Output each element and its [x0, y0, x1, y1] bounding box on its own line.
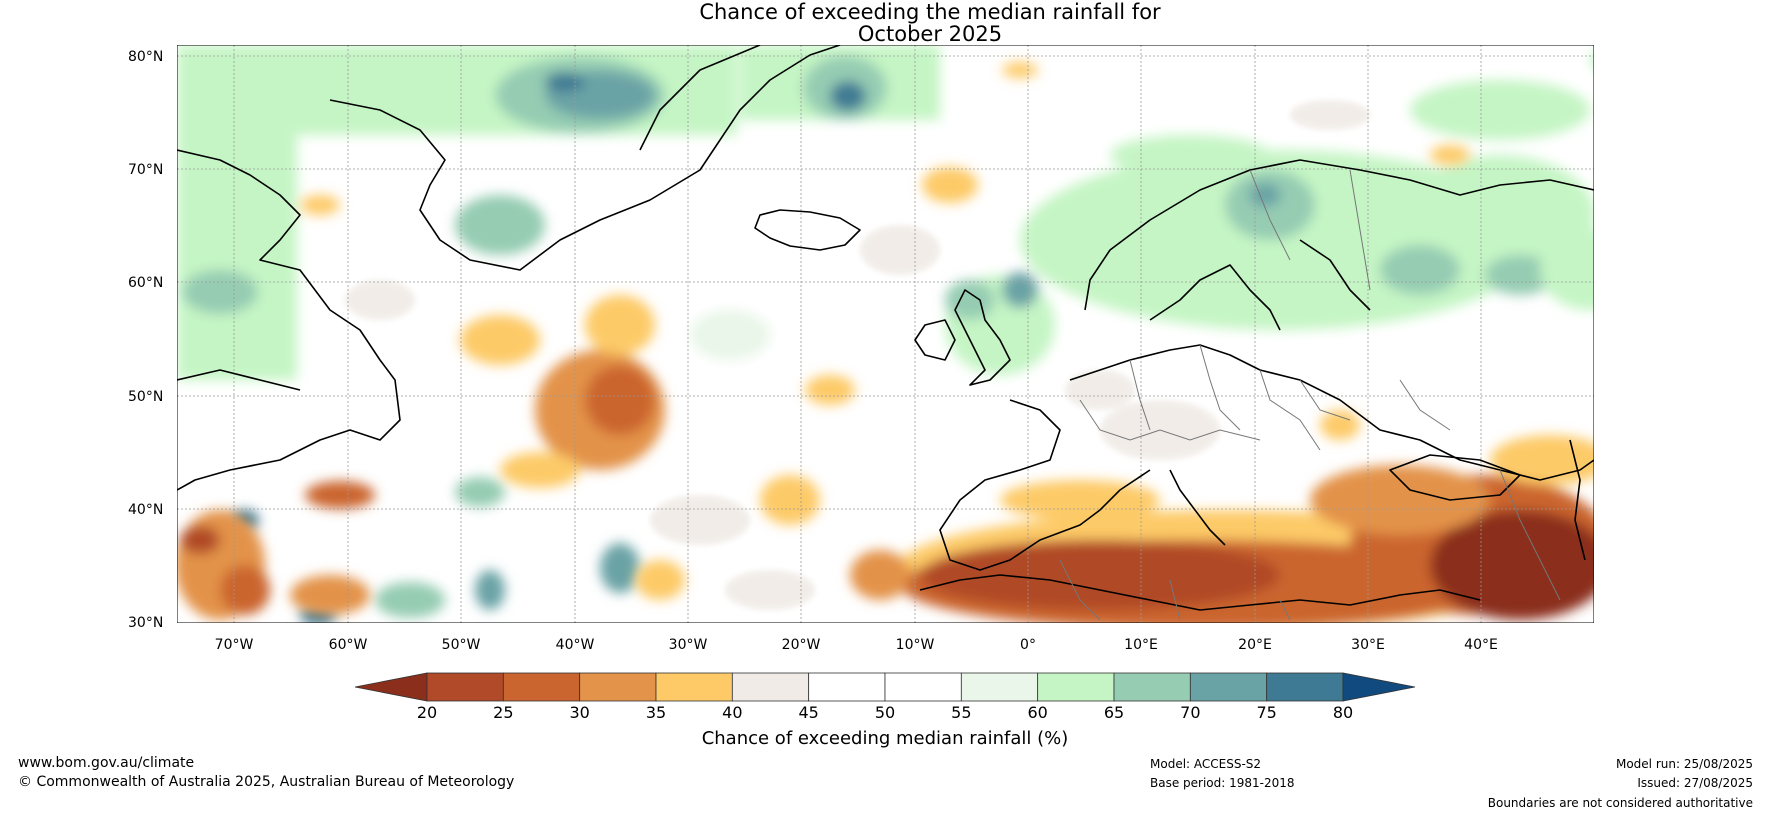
- lon-label-50w: 50°W: [442, 637, 481, 653]
- footer-model-run: Model run: 25/08/2025: [1615, 757, 1753, 771]
- lon-label-40e: 40°E: [1464, 637, 1498, 653]
- lon-label-20w: 20°W: [782, 637, 821, 653]
- colorbar-bin: [1189, 672, 1268, 702]
- lon-label-20e: 20°E: [1238, 637, 1272, 653]
- colorbar-title: Chance of exceeding median rainfall (%): [701, 728, 1069, 749]
- colorbar-tick-labels: 20 25 30 35 40 45 50 55 60 65 70 75 80: [417, 703, 1353, 722]
- colorbar-tick-label: 50: [875, 703, 895, 722]
- coastlines: [177, 45, 1594, 611]
- lon-label-70w: 70°W: [215, 637, 254, 653]
- lat-label-70n: 70°N: [128, 162, 163, 178]
- footer-url: www.bom.gov.au/climate: [18, 755, 195, 771]
- lat-label-30n: 30°N: [128, 615, 163, 631]
- colorbar-tick-label: 65: [1104, 703, 1124, 722]
- colorbar-extend-high: [1342, 672, 1416, 702]
- colorbar-tick-label: 40: [722, 703, 742, 722]
- lon-label-40w: 40°W: [556, 637, 595, 653]
- map-title-line1: Chance of exceeding the median rainfall …: [699, 0, 1161, 24]
- footer-issued: Issued: 27/08/2025: [1637, 776, 1753, 790]
- colorbar-bin: [884, 672, 962, 702]
- lon-label-10e: 10°E: [1124, 637, 1158, 653]
- colorbar-bin: [731, 672, 810, 702]
- map-plot-area: [177, 45, 1594, 623]
- colorbar-tick-label: 35: [646, 703, 666, 722]
- lon-label-10w: 10°W: [896, 637, 935, 653]
- colorbar-bin: [426, 672, 504, 702]
- colorbar: [354, 672, 1416, 702]
- near-normal-shading: [345, 100, 1370, 610]
- colorbar-tick-label: 80: [1333, 703, 1353, 722]
- lat-label-40n: 40°N: [128, 502, 163, 518]
- colorbar-bin: [808, 672, 886, 702]
- colorbar-bin: [1113, 672, 1191, 702]
- colorbar-extend-low: [354, 672, 428, 702]
- colorbar-bin: [1037, 672, 1115, 702]
- colorbar-bin: [502, 672, 581, 702]
- colorbar-tick-label: 55: [951, 703, 971, 722]
- colorbar-tick-label: 45: [798, 703, 818, 722]
- colorbar-tick-label: 25: [493, 703, 513, 722]
- colorbar-tick-label: 75: [1256, 703, 1276, 722]
- colorbar-bin: [579, 672, 657, 702]
- lon-label-30e: 30°E: [1351, 637, 1385, 653]
- colorbar-bin: [1266, 672, 1344, 702]
- colorbar-bin: [960, 672, 1039, 702]
- footer-boundaries-note: Boundaries are not considered authoritat…: [1487, 796, 1753, 810]
- colorbar-tick-label: 70: [1180, 703, 1200, 722]
- colorbar-tick-label: 60: [1027, 703, 1047, 722]
- lon-label-0: 0°: [1020, 637, 1036, 653]
- map-title-line2: October 2025: [857, 22, 1003, 46]
- graticule: [177, 45, 1594, 623]
- footer-model: Model: ACCESS-S2: [1150, 757, 1262, 771]
- lat-label-60n: 60°N: [128, 275, 163, 291]
- colorbar-tick-label: 20: [417, 703, 437, 722]
- country-borders: [1059, 169, 1561, 621]
- footer-copyright: © Commonwealth of Australia 2025, Austra…: [18, 774, 515, 790]
- longitude-labels: 70°W 60°W 50°W 40°W 30°W 20°W 10°W 0° 10…: [215, 637, 1498, 653]
- footer-base-period: Base period: 1981-2018: [1150, 776, 1295, 790]
- lon-label-60w: 60°W: [329, 637, 368, 653]
- lat-label-80n: 80°N: [128, 49, 163, 65]
- colorbar-tick-label: 30: [569, 703, 589, 722]
- latitude-labels: 80°N 70°N 60°N 50°N 40°N 30°N: [128, 49, 163, 631]
- lat-label-50n: 50°N: [128, 389, 163, 405]
- colorbar-bin: [655, 672, 733, 702]
- lon-label-30w: 30°W: [669, 637, 708, 653]
- wet-anomaly-shading: [177, 45, 1594, 623]
